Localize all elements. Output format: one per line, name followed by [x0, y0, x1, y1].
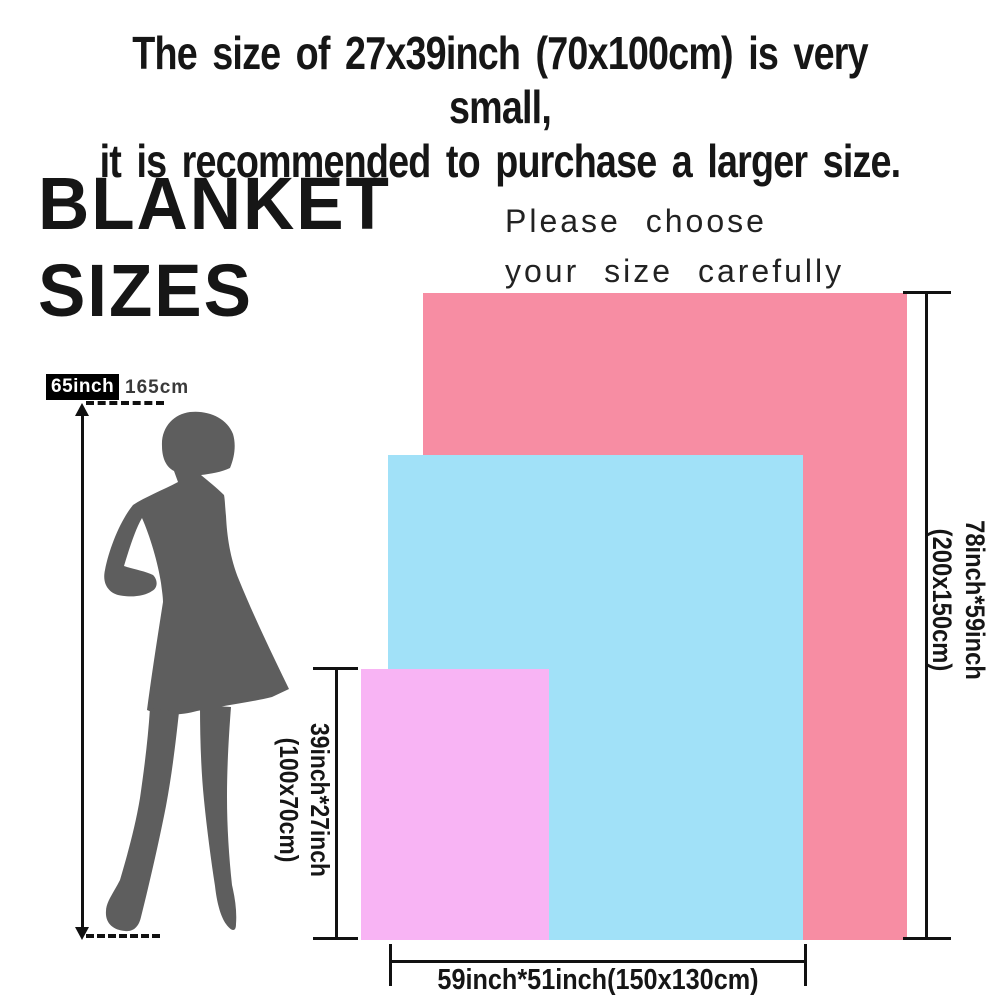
page-title-line-2: SIZES [38, 249, 253, 332]
bracket-small-bottom-tick [313, 937, 358, 940]
page-title-line-1: BLANKET [38, 162, 391, 245]
height-badge: 65inch [46, 374, 120, 400]
dimension-large-cm: (200x150cm) [927, 528, 957, 672]
arrow-up-icon [75, 403, 89, 416]
bracket-medium-right-tick [804, 944, 807, 986]
woman-silhouette [104, 411, 290, 932]
bracket-small-line [335, 669, 338, 940]
dimension-large-inch: 78inch*59inch [960, 520, 990, 680]
dimension-label-small: 39inch*27inch (100x70cm) [271, 668, 335, 932]
note-line-2: your size carefully [505, 253, 845, 289]
silhouette-left-leg [105, 708, 179, 932]
bracket-large-top-tick [903, 291, 951, 294]
bracket-small-top-tick [313, 667, 358, 670]
height-cm-label: 165cm [125, 377, 190, 398]
bracket-large-line [925, 293, 928, 940]
bracket-medium-left-tick [389, 944, 392, 986]
bracket-medium-line [389, 960, 807, 963]
warning-line-1: The size of 27x39inch (70x100cm) is very… [132, 27, 868, 133]
blanket-rect-small [361, 669, 549, 940]
height-dash-bottom [86, 934, 160, 938]
height-inch-label: 65inch [51, 376, 115, 397]
warning-line-2: it is recommended to purchase a larger s… [99, 135, 902, 187]
arrow-down-icon [75, 927, 89, 940]
dimension-small-inch: 39inch*27inch [305, 723, 335, 877]
height-arrow-line [81, 410, 84, 930]
dimension-label-large: 78inch*59inch (200x150cm) [923, 450, 991, 749]
page-title: BLANKET SIZES [38, 160, 391, 334]
warning-title: The size of 27x39inch (70x100cm) is very… [90, 26, 910, 188]
dimension-medium-text: 59inch*51inch(150x130cm) [437, 964, 759, 996]
height-dash-top [86, 401, 164, 405]
silhouette-body [104, 411, 290, 715]
silhouette-right-leg [200, 705, 237, 931]
dimension-small-cm: (100x70cm) [274, 737, 304, 863]
bracket-large-bottom-tick [903, 937, 951, 940]
note-line-1: Please choose [505, 203, 767, 239]
choose-size-note: Please choose your size carefully [505, 196, 844, 296]
dimension-label-medium: 59inch*51inch(150x130cm) [424, 964, 772, 998]
